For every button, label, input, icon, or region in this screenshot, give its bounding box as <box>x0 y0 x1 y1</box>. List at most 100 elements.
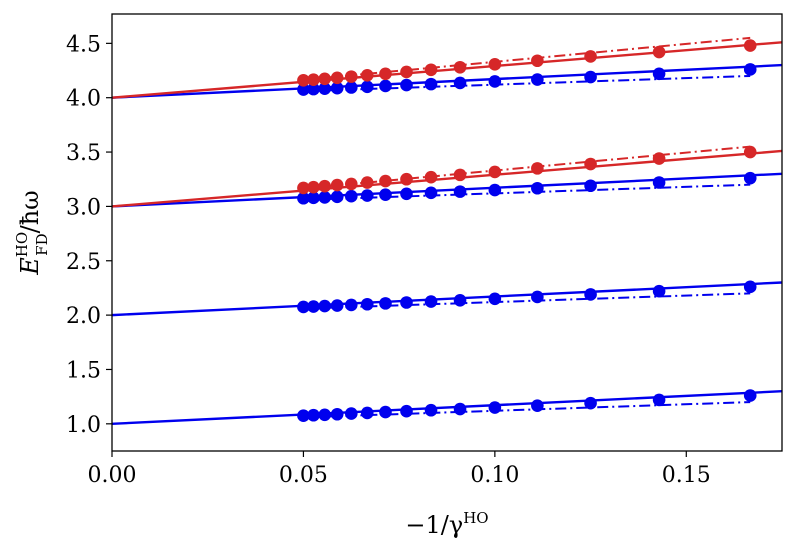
y-axis-label-tail: /ħω <box>16 190 44 233</box>
point-level-4-blue-11 <box>531 73 544 86</box>
fit-line-level-1-blue <box>111 390 783 426</box>
point-level-3-red-2 <box>318 179 332 193</box>
point-level-4-blue-3 <box>330 81 344 95</box>
point-level-4-blue-5 <box>360 80 374 94</box>
point-level-4-red-7 <box>400 65 413 79</box>
dashdot-line-level-3-red <box>303 145 751 190</box>
y-axis-label-sup: HO <box>13 232 31 257</box>
point-level-1-blue-6 <box>379 405 392 419</box>
y-tick-label-3: 2.5 <box>66 250 101 275</box>
point-level-3-red-1 <box>307 180 320 194</box>
point-level-4-blue-4 <box>344 81 358 94</box>
point-level-4-blue-6 <box>379 79 392 93</box>
point-level-4-red-6 <box>379 67 392 81</box>
y-tick-label-6: 4.0 <box>66 87 101 112</box>
point-level-4-red-8 <box>424 63 438 77</box>
point-level-2-blue-8 <box>424 295 438 308</box>
x-axis-label-main: −1/γ <box>405 511 463 539</box>
data-points <box>297 39 757 422</box>
point-level-4-red-14 <box>743 39 757 52</box>
point-level-4-blue-9 <box>453 76 467 90</box>
point-level-3-red-8 <box>424 170 438 184</box>
x-tick-label-0: 0.00 <box>88 463 137 488</box>
point-level-2-blue-11 <box>531 290 544 304</box>
fit-line-level-4-red <box>111 41 783 99</box>
y-axis-label-main: E <box>16 257 44 276</box>
x-tick-label-3: 0.15 <box>662 463 711 488</box>
point-level-2-blue-4 <box>344 298 358 312</box>
y-tick-label-7: 4.5 <box>66 32 101 57</box>
point-level-4-blue-1 <box>307 82 320 96</box>
point-level-1-blue-14 <box>743 389 757 402</box>
point-level-4-blue-14 <box>743 63 757 76</box>
point-level-2-blue-2 <box>318 299 332 313</box>
point-level-3-blue-11 <box>531 181 544 195</box>
point-level-2-blue-3 <box>330 299 344 312</box>
point-level-1-blue-2 <box>318 408 332 422</box>
point-level-4-red-12 <box>584 50 597 63</box>
point-level-4-blue-12 <box>584 70 597 84</box>
point-level-3-blue-0 <box>297 191 310 205</box>
point-level-2-blue-14 <box>743 280 757 294</box>
point-level-4-red-3 <box>330 71 344 85</box>
point-level-3-blue-9 <box>453 185 467 198</box>
point-level-4-blue-8 <box>424 77 438 91</box>
point-level-3-blue-1 <box>307 191 320 205</box>
y-tick-label-4: 3.0 <box>66 195 101 220</box>
point-level-2-blue-5 <box>360 297 374 311</box>
dashdot-line-level-2-blue <box>303 292 751 310</box>
point-level-3-red-14 <box>743 145 757 159</box>
dashdot-line-level-3-blue <box>303 183 751 201</box>
x-tick-label-1: 0.05 <box>279 463 328 488</box>
point-level-4-blue-10 <box>488 75 502 88</box>
point-level-2-blue-0 <box>297 300 310 314</box>
point-level-3-blue-6 <box>379 188 392 201</box>
point-level-4-red-13 <box>652 45 666 59</box>
point-level-4-red-0 <box>297 74 310 87</box>
point-level-3-red-12 <box>584 157 597 171</box>
point-level-1-blue-0 <box>297 409 310 422</box>
point-level-4-red-1 <box>307 73 320 86</box>
point-level-4-red-4 <box>344 70 358 83</box>
point-level-4-red-11 <box>531 54 544 68</box>
dashdot-line-level-1-blue <box>303 401 751 419</box>
point-level-3-blue-12 <box>584 179 597 193</box>
point-level-3-red-10 <box>488 165 502 179</box>
fit-line-level-3-red <box>111 149 783 208</box>
point-level-3-red-4 <box>344 177 358 191</box>
point-level-2-blue-12 <box>584 288 597 301</box>
point-level-3-blue-2 <box>318 191 332 204</box>
point-level-1-blue-8 <box>424 403 438 417</box>
y-axis-label: EHO FD/ħω <box>13 190 51 275</box>
point-level-4-red-2 <box>318 72 332 86</box>
point-level-1-blue-4 <box>344 407 358 420</box>
y-tick-label-5: 3.5 <box>66 141 101 166</box>
point-level-2-blue-13 <box>652 284 666 298</box>
point-level-3-blue-10 <box>488 183 502 197</box>
y-tick-label-2: 2.0 <box>66 304 101 329</box>
point-level-3-red-0 <box>297 181 310 195</box>
point-level-1-blue-1 <box>307 408 320 422</box>
point-level-3-blue-4 <box>344 189 358 203</box>
point-level-1-blue-7 <box>400 404 413 418</box>
point-level-3-blue-13 <box>652 176 666 189</box>
dashdot-line-level-4-red <box>303 36 751 81</box>
fit-line-level-3-blue <box>111 172 783 208</box>
point-level-4-blue-7 <box>400 78 413 92</box>
point-level-2-blue-9 <box>453 294 467 307</box>
point-level-3-red-11 <box>531 162 544 175</box>
point-level-2-blue-10 <box>488 292 502 306</box>
fit-line-level-2-blue <box>111 281 783 317</box>
point-level-4-red-9 <box>453 60 467 74</box>
point-level-2-blue-1 <box>307 300 320 313</box>
point-level-1-blue-13 <box>652 393 666 407</box>
plot-frame <box>111 13 783 452</box>
dashdot-line-level-4-blue <box>303 74 751 93</box>
point-level-2-blue-6 <box>379 297 392 310</box>
point-level-3-blue-14 <box>743 171 757 185</box>
y-axis-label-sub: FD <box>33 233 51 255</box>
point-level-3-red-7 <box>400 172 413 186</box>
point-level-3-blue-5 <box>360 189 374 202</box>
x-axis-label: −1/γHO <box>405 509 488 539</box>
